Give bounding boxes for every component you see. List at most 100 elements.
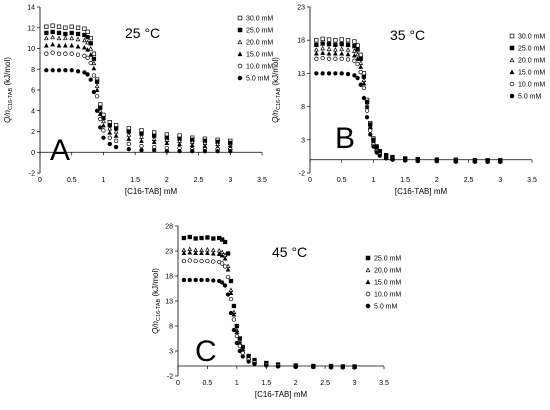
data-point [364, 108, 370, 113]
data-point [453, 159, 459, 164]
data-point [333, 42, 338, 47]
data-point [190, 149, 195, 154]
x-tick-label: 3 [498, 177, 502, 184]
legend-marker [237, 15, 243, 21]
data-point [82, 45, 87, 50]
data-point [216, 251, 222, 257]
data-point [181, 258, 187, 264]
y-axis-title-unit: (kJ/mol) [271, 57, 280, 88]
data-point [50, 68, 55, 73]
y-tick-label: 8 [31, 67, 35, 74]
data-point [164, 149, 170, 154]
data-point [352, 39, 357, 44]
legend-marker [237, 63, 243, 69]
y-axis-title-subscript: C16-TAB [276, 87, 282, 110]
legend-marker [237, 51, 243, 57]
data-point [211, 278, 216, 283]
data-point [345, 38, 351, 43]
data-point [326, 42, 332, 47]
data-point [63, 25, 68, 30]
data-point [314, 42, 319, 47]
legend-label: 25.0 mM [374, 256, 401, 263]
data-point [44, 51, 49, 56]
data-point [107, 135, 112, 140]
data-point [98, 125, 103, 130]
data-point [355, 61, 360, 67]
data-point [355, 56, 360, 61]
data-point [320, 50, 326, 55]
data-point [50, 50, 55, 55]
data-point [181, 250, 187, 256]
data-point [113, 133, 119, 138]
data-point [88, 52, 94, 57]
data-point [225, 251, 231, 256]
data-point [43, 42, 49, 48]
data-point [339, 46, 345, 51]
data-point [231, 317, 237, 322]
x-tick-label: 0 [308, 177, 312, 184]
data-point [63, 68, 68, 73]
data-point [364, 115, 370, 120]
data-point [234, 329, 240, 335]
data-point [313, 51, 319, 56]
data-point [205, 277, 210, 283]
data-point [498, 159, 503, 164]
data-point [85, 39, 90, 45]
data-point [193, 250, 199, 256]
panel-letter: A [50, 134, 70, 167]
data-point [361, 95, 367, 101]
data-point [202, 149, 208, 154]
y-tick-label: 12 [27, 25, 35, 32]
legend-label: 15.0 mM [518, 70, 545, 77]
data-point [219, 237, 225, 242]
data-point [328, 365, 334, 370]
data-point [211, 236, 216, 241]
data-point [56, 42, 62, 48]
data-point [215, 149, 220, 154]
data-point [358, 82, 363, 87]
series-15-0-mm [43, 41, 233, 150]
y-tick-label: 4 [31, 108, 35, 115]
data-point [415, 158, 420, 164]
data-point [139, 143, 144, 149]
data-point [240, 354, 245, 359]
data-point [361, 85, 367, 91]
y-tick-label: 3 [301, 137, 305, 144]
data-point [75, 43, 81, 49]
legend-marker [365, 255, 371, 261]
y-axis-title: Q/nC16-TAB (kJ/mol) [3, 57, 14, 123]
data-point [358, 69, 363, 75]
data-point [69, 30, 74, 36]
data-point [139, 138, 144, 143]
data-point [50, 23, 55, 28]
data-point [326, 71, 332, 76]
data-point [320, 71, 325, 76]
data-point [275, 364, 281, 369]
data-point [101, 135, 106, 140]
x-tick-label: 3.5 [527, 177, 537, 184]
data-point [314, 38, 319, 43]
data-point [219, 261, 225, 266]
legend-label: 20.0 mM [374, 268, 401, 275]
legend-marker [509, 81, 515, 87]
data-point [126, 146, 131, 152]
data-point [345, 47, 351, 52]
y-axis-title: Q/nC16-TAB (kJ/mol) [151, 268, 162, 334]
data-point [75, 52, 81, 57]
data-point [364, 104, 370, 109]
chart-panel-b: 0 0.5 1 1.5 2 2.5 3 3.5 -2 3 8 13 18 23 [C16-TAB] mM Q/… [271, 5, 545, 197]
y-axis-title-unit: (kJ/mol) [3, 57, 12, 88]
data-point [152, 148, 157, 153]
data-point [75, 36, 81, 42]
data-point [94, 79, 100, 84]
data-point [69, 24, 74, 29]
x-tick-label: 2.5 [320, 380, 330, 387]
data-point [187, 250, 193, 255]
data-point [222, 264, 228, 269]
y-tick-label: 23 [297, 5, 305, 12]
data-point [101, 128, 106, 133]
y-tick-label: 0 [31, 150, 35, 157]
legend-marker [237, 75, 243, 81]
